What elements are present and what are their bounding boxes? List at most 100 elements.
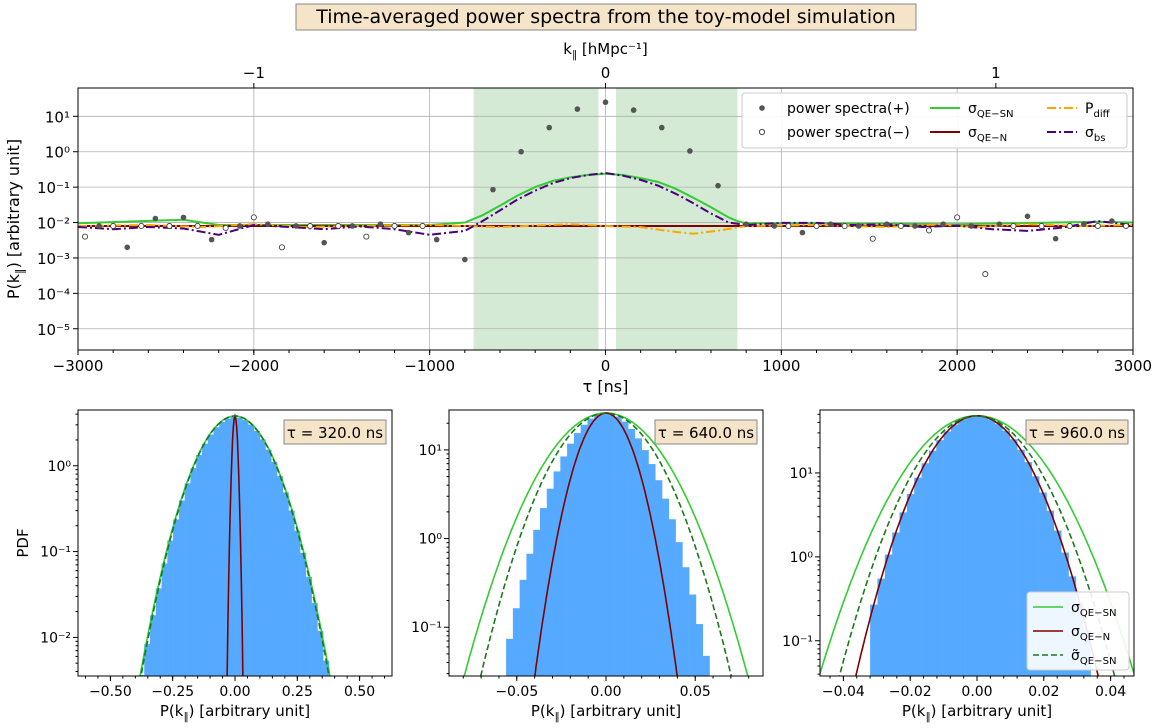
- hist-bar: [580, 424, 588, 676]
- point-minus: [813, 222, 820, 230]
- x-axis-label: P(k∥) [arbitrary unit]: [902, 702, 1052, 723]
- hist-bar: [201, 443, 209, 676]
- hist-bar: [248, 424, 255, 676]
- point-minus: [982, 271, 989, 278]
- shaded-window-0: [473, 88, 599, 350]
- point-plus: [855, 223, 862, 229]
- x-tick-label: −0.25: [151, 684, 194, 700]
- legend-label-qe_sn: σQE−SN: [968, 101, 1014, 120]
- hist-bar: [695, 624, 703, 676]
- hist-bar: [621, 421, 629, 676]
- hist-bar: [662, 498, 670, 676]
- hist-bar: [190, 468, 197, 676]
- point-plus: [743, 221, 749, 227]
- top-x-tick-label: −1: [243, 64, 265, 82]
- curve-qe_sn_tilde: [838, 415, 1116, 676]
- hist-bar: [259, 439, 266, 676]
- x-tick-label: 0.25: [282, 684, 313, 700]
- hist-bar: [641, 450, 649, 676]
- point-minus: [335, 222, 342, 230]
- hist-bar: [506, 638, 514, 676]
- point-plus: [152, 215, 159, 222]
- hist-bar: [539, 508, 548, 676]
- point-minus: [954, 214, 961, 221]
- hist-bar: [634, 438, 642, 676]
- hist-bar: [311, 602, 318, 676]
- point-minus: [110, 222, 117, 230]
- legend-label-bs: σbs: [1085, 125, 1106, 144]
- hist-bar: [1009, 439, 1018, 676]
- hist-bar: [906, 494, 915, 676]
- hist-bar: [219, 421, 226, 676]
- point-minus: [250, 214, 257, 221]
- hist-bar: [546, 488, 554, 676]
- y-axis-label: P(k∥) [arbitrary unit]: [4, 139, 26, 299]
- main-legend: power spectra(+) power spectra(−) σQE−SN σQ…: [741, 92, 1128, 149]
- point-plus: [799, 229, 806, 236]
- point-minus: [785, 222, 792, 230]
- x-tick-label: −0.05: [495, 684, 538, 700]
- point-minus: [1010, 222, 1017, 230]
- histogram-panel-tau-960: −0.04 −0.02 0.00 0.02 0.04 10⁻¹ 10⁰ 10¹ τ = 960.…: [782, 409, 1135, 723]
- point-minus: [869, 235, 876, 242]
- hist-bar: [282, 492, 289, 676]
- hist-bar: [276, 476, 284, 676]
- hist-bar: [689, 594, 697, 676]
- hist-bar: [702, 655, 710, 676]
- point-plus: [602, 99, 609, 106]
- plot-area: [138, 413, 331, 676]
- hist-bar: [288, 510, 295, 676]
- x-axis-label: P(k∥) [arbitrary unit]: [531, 702, 681, 723]
- tau-annotation: τ = 640.0 ns: [658, 424, 754, 442]
- tau-annotation-box: [1025, 419, 1129, 445]
- y-tick-label: 10⁰: [419, 532, 443, 548]
- point-plus: [687, 148, 693, 154]
- hist-bar: [294, 530, 301, 676]
- hist-bar: [317, 630, 324, 676]
- x-tick-label: −0.50: [89, 684, 132, 700]
- point-plus: [490, 186, 496, 193]
- x-tick-label: 0.05: [680, 684, 711, 700]
- hist-bar: [155, 588, 162, 676]
- hist-bar: [225, 418, 232, 676]
- hist-bar: [682, 567, 690, 676]
- point-plus: [433, 236, 440, 243]
- hist-bar: [173, 519, 180, 676]
- hist-bar: [668, 519, 676, 676]
- hist-bar: [196, 455, 203, 676]
- x-tick-label: 0.00: [219, 684, 250, 700]
- tau-annotation: τ = 960.0 ns: [1029, 424, 1125, 442]
- point-minus: [222, 224, 229, 232]
- x-tick-label: 2000: [938, 357, 976, 375]
- point-plus: [574, 106, 581, 112]
- point-minus: [81, 233, 89, 240]
- x-tick-label: −0.02: [889, 684, 932, 700]
- x-tick-label: 0.50: [344, 684, 375, 700]
- point-plus: [827, 221, 834, 227]
- hist-bar: [965, 416, 974, 676]
- point-plus: [208, 236, 215, 243]
- plot-area: [463, 412, 749, 676]
- hist-bar: [995, 424, 1003, 676]
- x-tick-label: −2000: [228, 357, 279, 375]
- hist-bar: [594, 414, 602, 676]
- hist-bar: [207, 434, 214, 676]
- point-plus: [996, 221, 1003, 227]
- y-tick-label: 10⁻²: [40, 630, 71, 646]
- top-x-tick-label: 0: [601, 64, 611, 82]
- point-plus: [405, 229, 412, 236]
- tau-annotation-box: [654, 419, 758, 445]
- point-plus: [715, 182, 721, 189]
- y-tick-label: 10⁻¹: [782, 634, 813, 650]
- hist-bar: [936, 440, 944, 676]
- hist-bar: [526, 553, 534, 676]
- hist-bar: [675, 542, 683, 676]
- hist-bar: [921, 463, 930, 676]
- x-tick-label: −0.04: [822, 684, 865, 700]
- y-tick-label: 10⁻⁴: [37, 285, 70, 303]
- hist-bar: [184, 483, 191, 676]
- hist-bar: [655, 480, 663, 676]
- x-tick-label: −1000: [404, 357, 455, 375]
- legend-label-qe_n: σQE−N: [968, 125, 1007, 144]
- point-plus: [968, 223, 975, 229]
